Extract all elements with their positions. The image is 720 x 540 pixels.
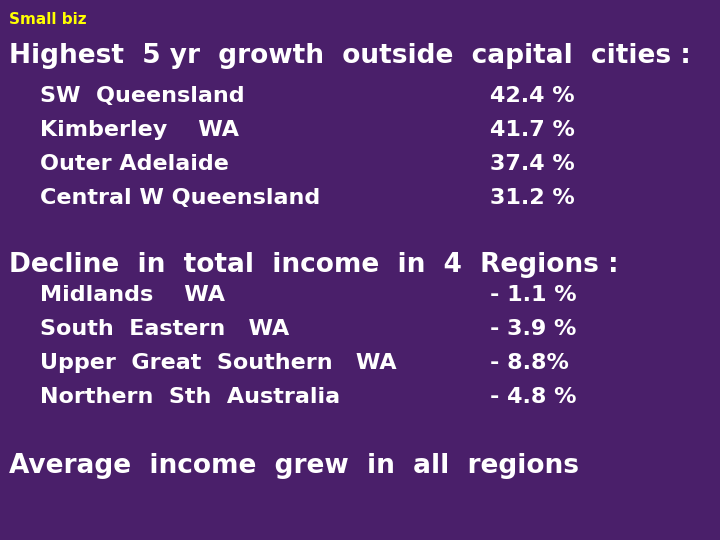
Text: 37.4 %: 37.4 % — [490, 154, 575, 174]
Text: Decline  in  total  income  in  4  Regions :: Decline in total income in 4 Regions : — [9, 252, 618, 278]
Text: - 3.9 %: - 3.9 % — [490, 319, 576, 339]
Text: SW  Queensland: SW Queensland — [40, 86, 244, 106]
Text: Central W Queensland: Central W Queensland — [40, 188, 320, 208]
Text: Midlands    WA: Midlands WA — [40, 285, 225, 305]
Text: Kimberley    WA: Kimberley WA — [40, 120, 238, 140]
Text: Highest  5 yr  growth  outside  capital  cities :: Highest 5 yr growth outside capital citi… — [9, 43, 690, 69]
Text: 31.2 %: 31.2 % — [490, 188, 575, 208]
Text: Average  income  grew  in  all  regions: Average income grew in all regions — [9, 453, 579, 479]
Text: 41.7 %: 41.7 % — [490, 120, 575, 140]
Text: - 4.8 %: - 4.8 % — [490, 387, 576, 407]
Text: - 8.8%: - 8.8% — [490, 353, 569, 373]
Text: - 1.1 %: - 1.1 % — [490, 285, 576, 305]
Text: Upper  Great  Southern   WA: Upper Great Southern WA — [40, 353, 396, 373]
Text: South  Eastern   WA: South Eastern WA — [40, 319, 289, 339]
Text: 42.4 %: 42.4 % — [490, 86, 575, 106]
Text: Outer Adelaide: Outer Adelaide — [40, 154, 228, 174]
Text: Small biz: Small biz — [9, 12, 86, 27]
Text: Northern  Sth  Australia: Northern Sth Australia — [40, 387, 340, 407]
